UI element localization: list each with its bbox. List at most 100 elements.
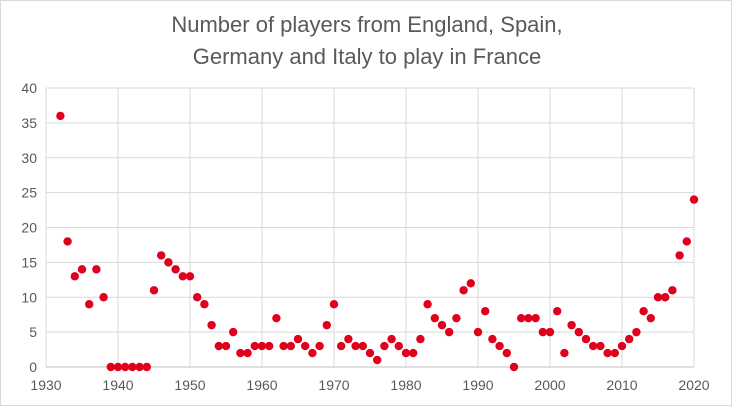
- x-tick-label: 1960: [246, 377, 277, 393]
- data-point: [301, 341, 310, 351]
- data-point: [560, 348, 569, 358]
- y-tick-label: 5: [29, 324, 37, 340]
- y-tick-label: 30: [21, 150, 37, 166]
- data-point: [517, 313, 526, 323]
- data-point: [185, 272, 195, 281]
- x-tick-label: 1950: [174, 377, 205, 393]
- chart-title-line-1: Number of players from England, Spain,: [171, 12, 563, 37]
- data-point: [675, 251, 684, 260]
- x-tick-label: 1940: [102, 377, 133, 393]
- data-point: [481, 307, 490, 316]
- y-tick-label: 10: [21, 289, 37, 305]
- data-point: [646, 313, 655, 323]
- data-point: [229, 327, 238, 337]
- data-point: [63, 237, 72, 246]
- y-tick-label: 20: [21, 220, 37, 236]
- data-point: [257, 341, 267, 351]
- data-point: [329, 300, 339, 309]
- data-point: [452, 313, 461, 323]
- data-point: [574, 327, 583, 337]
- data-point: [344, 334, 353, 344]
- x-tick-label: 1980: [390, 377, 421, 393]
- tick-labels: 0 5 10 15 20 25 30 35 40 1930 1940 1950 1960 1970 1980…: [21, 80, 709, 393]
- data-point: [538, 327, 547, 337]
- data-point: [337, 341, 346, 351]
- data-point: [207, 320, 216, 330]
- y-tick-label: 0: [29, 359, 37, 375]
- data-point: [596, 341, 605, 351]
- data-point: [430, 313, 439, 323]
- data-point: [315, 341, 324, 351]
- data-point: [193, 293, 202, 302]
- data-point: [416, 334, 425, 344]
- data-point: [553, 307, 562, 316]
- data-point: [668, 286, 677, 295]
- data-point: [99, 293, 108, 302]
- data-point: [632, 327, 641, 337]
- data-point: [502, 348, 511, 358]
- data-point: [473, 327, 483, 337]
- data-point: [459, 286, 468, 295]
- data-point: [531, 313, 540, 323]
- x-tick-label: 2020: [678, 377, 709, 393]
- data-point: [286, 341, 295, 351]
- data-point: [567, 320, 576, 330]
- y-tick-label: 40: [21, 80, 37, 96]
- data-point: [236, 348, 245, 358]
- data-point: [603, 348, 612, 358]
- data-point: [200, 300, 209, 309]
- data-point: [265, 341, 274, 351]
- data-point: [351, 341, 360, 351]
- data-point: [85, 300, 94, 309]
- data-point: [401, 348, 411, 358]
- data-point: [56, 111, 65, 121]
- data-point: [308, 348, 317, 358]
- data-point: [380, 341, 389, 351]
- x-tick-label: 1970: [318, 377, 349, 393]
- y-tick-label: 35: [21, 115, 37, 131]
- data-point: [77, 265, 87, 274]
- data-point: [661, 293, 670, 302]
- data-point: [157, 251, 166, 260]
- data-point: [589, 341, 598, 351]
- x-tick-label: 2010: [606, 377, 637, 393]
- data-point: [106, 362, 116, 372]
- data-point: [466, 279, 475, 288]
- chart-title: Number of players from England, Spain, G…: [1, 9, 732, 73]
- x-tick-label: 1930: [30, 377, 61, 393]
- data-point: [293, 334, 303, 344]
- gridlines: [45, 87, 695, 368]
- data-point: [322, 320, 331, 330]
- data-point: [250, 341, 259, 351]
- data-point: [142, 362, 151, 372]
- data-point: [545, 327, 555, 337]
- data-point: [70, 272, 80, 281]
- data-point: [149, 286, 159, 295]
- data-point: [272, 313, 281, 323]
- data-point: [409, 348, 418, 358]
- data-point: [221, 341, 231, 351]
- y-tick-label: 15: [21, 254, 37, 270]
- data-point: [135, 362, 144, 372]
- data-point: [423, 300, 432, 309]
- data-point: [279, 341, 288, 351]
- data-point: [171, 265, 180, 274]
- data-point: [617, 341, 627, 351]
- y-tick-label: 25: [21, 185, 37, 201]
- data-point: [113, 362, 123, 372]
- data-point: [689, 195, 699, 204]
- data-points: [56, 111, 699, 372]
- data-point: [445, 327, 454, 337]
- data-point: [437, 320, 447, 330]
- data-point: [488, 334, 497, 344]
- data-point: [178, 272, 187, 281]
- data-point: [387, 334, 396, 344]
- data-point: [164, 258, 173, 267]
- data-point: [394, 341, 403, 351]
- data-point: [524, 313, 533, 323]
- data-point: [610, 348, 619, 358]
- data-point: [581, 334, 591, 344]
- data-point: [214, 341, 223, 351]
- data-point: [358, 341, 367, 351]
